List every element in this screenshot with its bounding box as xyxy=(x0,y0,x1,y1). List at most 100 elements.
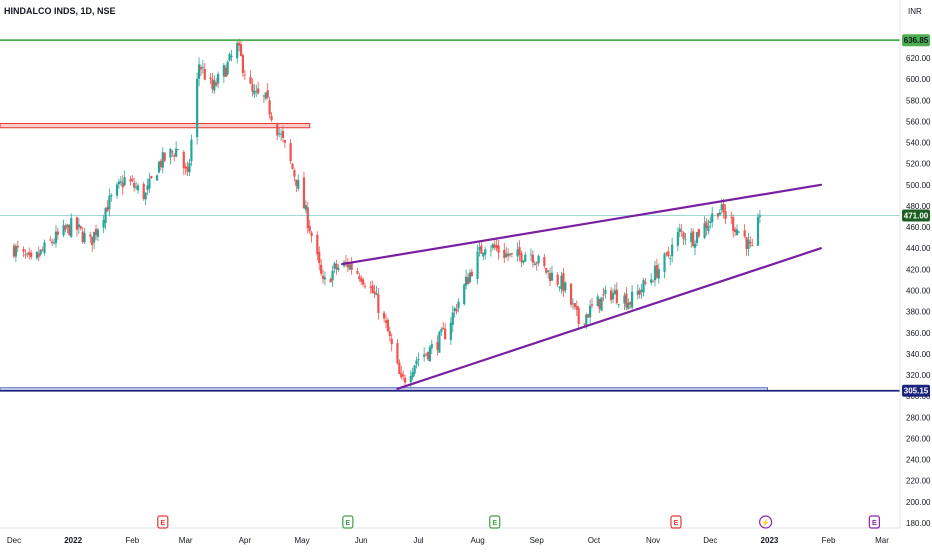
price-tick-label: 240.00 xyxy=(906,456,931,465)
candle xyxy=(358,272,361,282)
event-marker-earnings[interactable]: E xyxy=(157,515,169,529)
candle xyxy=(39,249,42,257)
candle xyxy=(589,299,592,324)
candle xyxy=(49,235,52,242)
candle xyxy=(77,217,80,234)
candle xyxy=(320,259,323,277)
candle xyxy=(484,246,487,260)
candle xyxy=(571,298,575,310)
candle xyxy=(310,230,313,243)
candle xyxy=(671,237,674,263)
candle xyxy=(171,149,174,157)
candle xyxy=(537,254,540,267)
candle xyxy=(346,258,349,272)
candle xyxy=(545,267,548,275)
candle xyxy=(243,70,246,81)
event-marker-dividend[interactable]: E xyxy=(489,515,501,529)
candle xyxy=(188,159,191,176)
svg-text:636.85: 636.85 xyxy=(904,36,929,45)
candle xyxy=(302,171,306,209)
event-marker-dividend[interactable]: E xyxy=(342,515,354,529)
candle xyxy=(573,303,576,310)
candle xyxy=(51,238,54,247)
candle xyxy=(37,246,40,261)
candle xyxy=(62,219,65,238)
candle xyxy=(403,374,407,386)
candle xyxy=(297,174,300,192)
candle xyxy=(146,178,149,196)
price-tick-label: 340.00 xyxy=(906,350,931,359)
candle xyxy=(253,83,256,98)
candle xyxy=(598,298,601,314)
candle xyxy=(449,317,452,345)
candle xyxy=(482,252,485,261)
candle xyxy=(224,64,227,78)
candle xyxy=(129,175,132,186)
candle xyxy=(491,242,494,251)
candle xyxy=(506,248,510,262)
candle xyxy=(75,216,79,237)
candle xyxy=(262,94,266,103)
candle xyxy=(465,269,468,290)
trendline-lower[interactable] xyxy=(396,247,823,390)
candle xyxy=(623,292,626,310)
candle xyxy=(604,285,607,299)
candle xyxy=(226,60,229,77)
price-tags: 636.85 471.00 305.15 xyxy=(902,34,930,397)
candle xyxy=(587,313,590,318)
candle xyxy=(402,370,405,381)
time-tick-label: Oct xyxy=(588,536,601,545)
price-tick-label: 480.00 xyxy=(906,202,931,211)
candle xyxy=(711,206,714,228)
candle xyxy=(93,231,96,250)
candle xyxy=(79,225,82,231)
candle xyxy=(749,236,752,248)
candle xyxy=(209,72,212,85)
events-row[interactable]: E E E E ⚡ E xyxy=(157,515,880,529)
price-tick-label: 360.00 xyxy=(906,329,931,338)
candle xyxy=(684,232,687,245)
candle xyxy=(190,134,193,167)
candle xyxy=(148,172,151,193)
candle xyxy=(184,163,187,175)
candle xyxy=(163,152,166,163)
event-marker-earnings[interactable]: E xyxy=(670,515,682,529)
candle xyxy=(157,160,161,174)
candle xyxy=(508,253,512,258)
price-tick-label: 600.00 xyxy=(906,75,931,84)
candle xyxy=(388,326,391,342)
candle xyxy=(323,271,327,286)
candle xyxy=(707,219,710,235)
candle xyxy=(196,72,199,145)
trendline-upper[interactable] xyxy=(341,183,823,266)
drawings-layer[interactable] xyxy=(0,39,900,392)
event-marker-split[interactable]: E xyxy=(868,515,880,529)
candle xyxy=(333,261,336,273)
red-zone[interactable] xyxy=(0,123,311,129)
candle xyxy=(176,149,180,151)
candle xyxy=(134,181,138,191)
candle xyxy=(724,204,727,225)
candle xyxy=(43,239,46,256)
event-marker-split[interactable]: ⚡ xyxy=(759,515,773,529)
candle xyxy=(24,249,27,259)
candle xyxy=(26,252,29,258)
candle xyxy=(428,345,431,363)
candle xyxy=(455,303,458,315)
candle xyxy=(400,365,403,380)
price-tick-label: 180.00 xyxy=(906,519,931,528)
candle xyxy=(318,246,321,271)
price-tick-label: 400.00 xyxy=(906,287,931,296)
candle xyxy=(424,353,428,357)
candle xyxy=(442,321,445,330)
candle xyxy=(136,183,140,195)
candle xyxy=(133,177,136,192)
candle xyxy=(751,238,754,247)
svg-text:471.00: 471.00 xyxy=(904,211,929,220)
candle xyxy=(524,251,527,262)
candle xyxy=(627,298,630,310)
candle xyxy=(375,285,378,296)
time-tick-label: Jun xyxy=(355,536,368,545)
